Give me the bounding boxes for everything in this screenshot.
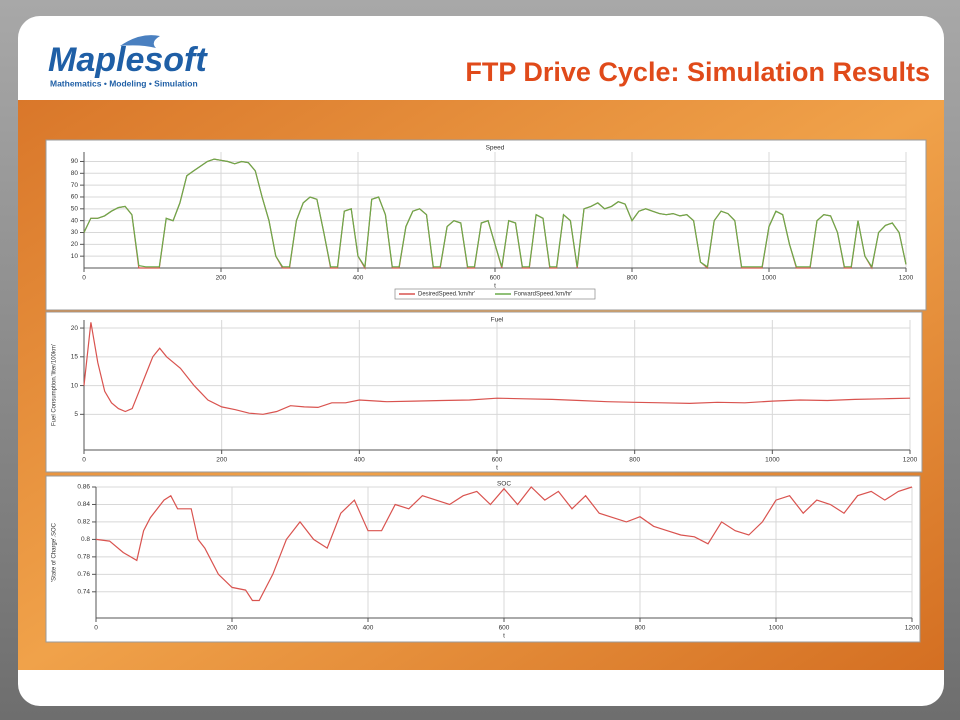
y-tick-label: 15 bbox=[71, 354, 79, 361]
y-tick-label: 20 bbox=[71, 241, 79, 248]
chart-panel bbox=[45, 139, 927, 311]
x-tick-label: 1200 bbox=[903, 457, 918, 464]
logo-tagline: Mathematics • Modeling • Simulation bbox=[50, 78, 198, 88]
series-line bbox=[95, 486, 913, 602]
chart-panel bbox=[45, 475, 921, 643]
y-tick-label: 0.74 bbox=[77, 589, 90, 596]
y-tick-label: 0.84 bbox=[77, 501, 90, 508]
y-tick-label: 50 bbox=[71, 206, 79, 213]
x-axis-label: t bbox=[494, 283, 496, 290]
y-tick-label: 0.82 bbox=[77, 519, 90, 526]
x-tick-label: 600 bbox=[492, 457, 503, 464]
x-tick-label: 0 bbox=[82, 275, 86, 282]
x-tick-label: 200 bbox=[227, 625, 238, 632]
x-axis-label: t bbox=[496, 465, 498, 472]
x-tick-label: 400 bbox=[354, 457, 365, 464]
charts: 0 200 400 600 800 1000 1200102030405060708090S… bbox=[45, 139, 927, 643]
y-tick-label: 40 bbox=[71, 217, 79, 224]
x-tick-label: 0 bbox=[82, 457, 86, 464]
x-tick-label: 1000 bbox=[765, 457, 780, 464]
x-axis-label: t bbox=[503, 633, 505, 640]
x-tick-label: 1200 bbox=[899, 275, 914, 282]
x-tick-label: 200 bbox=[216, 275, 227, 282]
y-tick-label: 10 bbox=[71, 382, 79, 389]
chart-title: Fuel bbox=[491, 317, 504, 324]
y-tick-label: 80 bbox=[71, 170, 79, 177]
chart-title: SOC bbox=[497, 481, 511, 488]
x-tick-label: 0 bbox=[94, 625, 98, 632]
y-tick-label: 30 bbox=[71, 229, 79, 236]
y-axis-label: Fuel Consumption.'liter/100km' bbox=[52, 344, 58, 426]
logo-name: Maplesoft bbox=[48, 41, 208, 79]
x-tick-label: 1000 bbox=[762, 275, 777, 282]
y-tick-label: 0.8 bbox=[81, 536, 90, 543]
y-tick-label: 0.78 bbox=[77, 554, 90, 561]
y-tick-label: 0.76 bbox=[77, 571, 90, 578]
y-axis-label: 'State of Charge'.SOC bbox=[52, 522, 58, 582]
x-tick-label: 800 bbox=[627, 275, 638, 282]
x-tick-label: 1200 bbox=[905, 625, 920, 632]
x-tick-label: 200 bbox=[216, 457, 227, 464]
y-tick-label: 60 bbox=[71, 194, 79, 201]
y-tick-label: 90 bbox=[71, 158, 79, 165]
x-tick-label: 600 bbox=[499, 625, 510, 632]
slide-title: FTP Drive Cycle: Simulation Results bbox=[465, 57, 930, 87]
x-tick-label: 600 bbox=[490, 275, 501, 282]
x-tick-label: 1000 bbox=[769, 625, 784, 632]
chart-panel bbox=[45, 311, 923, 473]
y-tick-label: 5 bbox=[74, 411, 78, 418]
logo-leaf bbox=[120, 35, 160, 48]
y-tick-label: 0.86 bbox=[77, 484, 90, 491]
chart-title: Speed bbox=[486, 145, 505, 152]
y-tick-label: 70 bbox=[71, 182, 79, 189]
x-tick-label: 400 bbox=[353, 275, 364, 282]
y-tick-label: 20 bbox=[71, 325, 79, 332]
x-tick-label: 400 bbox=[363, 625, 374, 632]
series-line bbox=[83, 158, 907, 269]
x-tick-label: 800 bbox=[629, 457, 640, 464]
legend-label: DesiredSpeed.'km/hr' bbox=[418, 292, 475, 298]
x-tick-label: 800 bbox=[635, 625, 646, 632]
legend-label: ForwardSpeed.'km/hr' bbox=[514, 292, 572, 298]
series-line bbox=[83, 322, 911, 415]
y-tick-label: 10 bbox=[71, 253, 79, 260]
